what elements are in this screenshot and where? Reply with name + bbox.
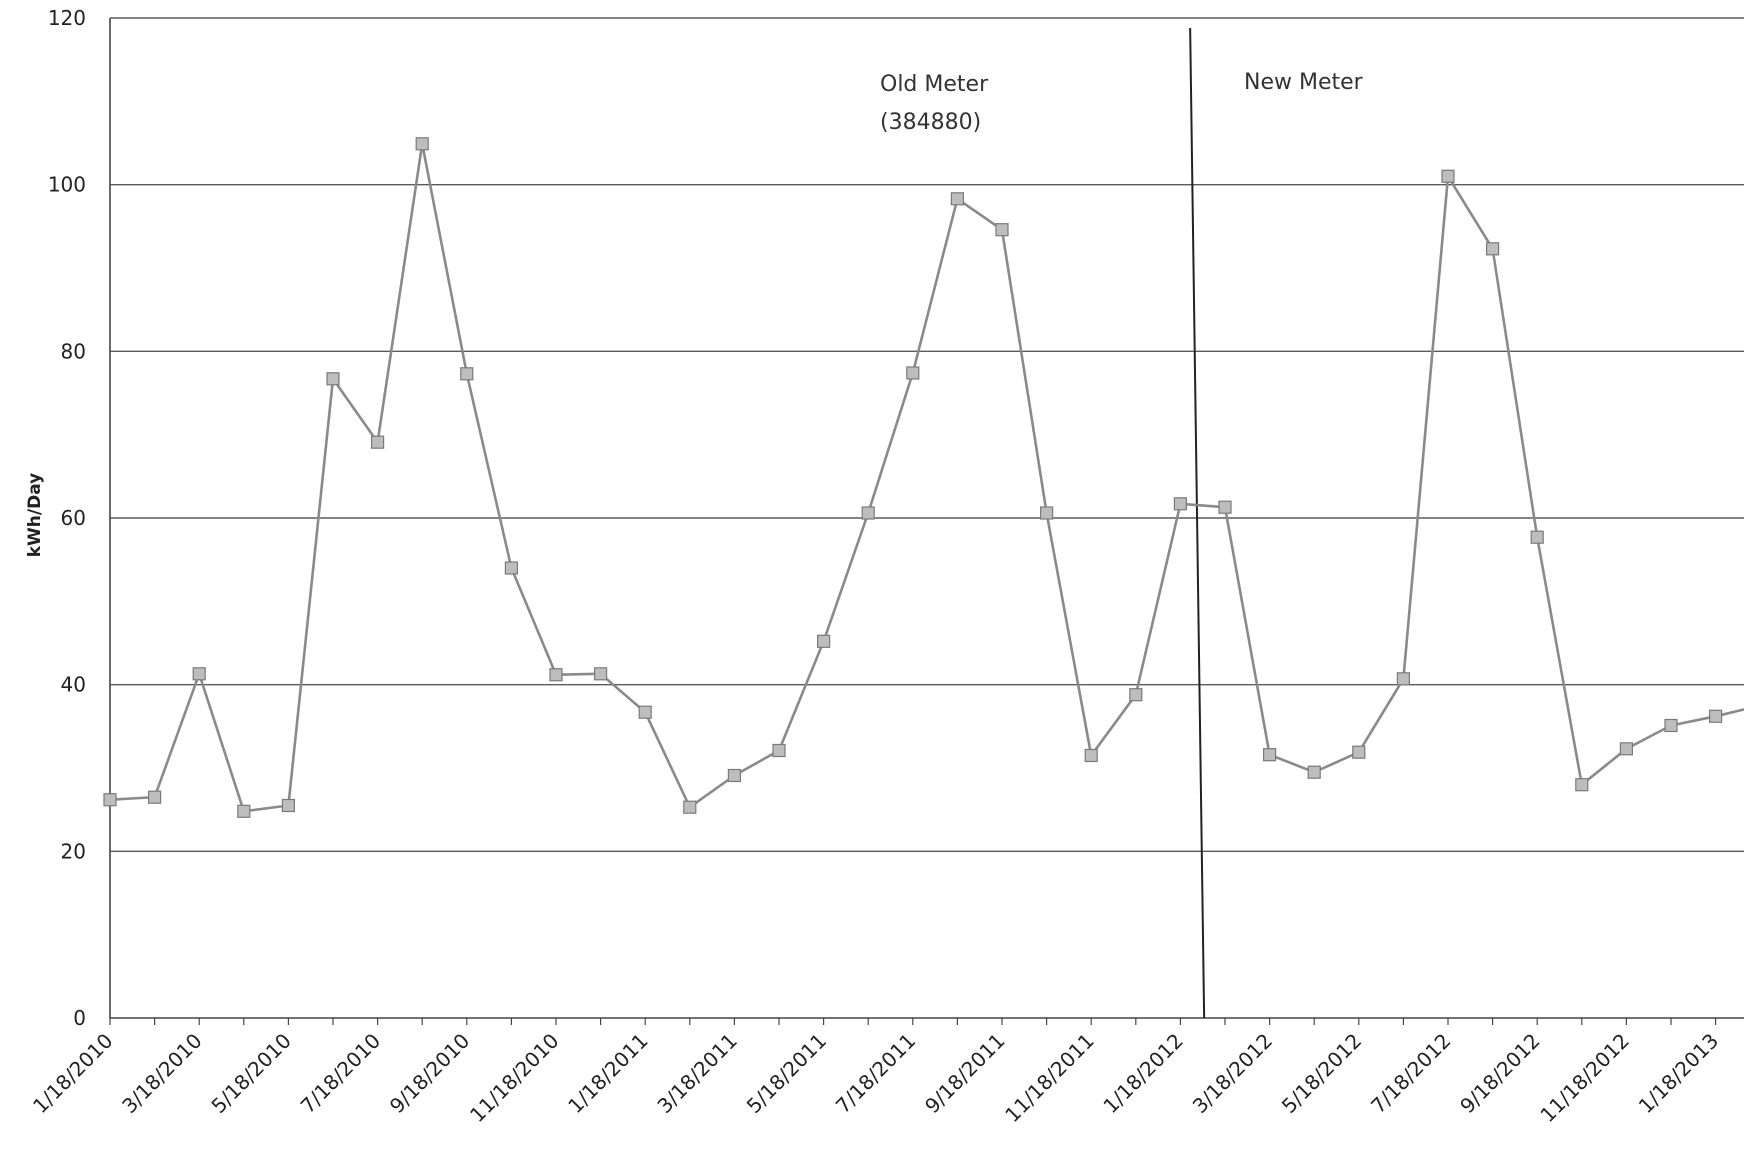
data-point-marker [906, 366, 920, 380]
data-point-marker [1352, 745, 1366, 759]
data-point-marker [816, 634, 831, 648]
data-point-marker [1708, 709, 1723, 723]
data-point-marker [371, 435, 385, 449]
y-axis-label: kWh/Day [25, 473, 45, 558]
data-point-marker [1262, 748, 1277, 762]
data-point-marker [549, 668, 563, 682]
y-tick-label: 20 [61, 839, 86, 863]
x-tick-label: 11/18/2011 [1000, 1029, 1098, 1127]
annotation-0: Old Meter (384880) [880, 72, 989, 135]
data-point-marker [1173, 497, 1188, 511]
meter-divider [1189, 27, 1206, 1019]
data-point-marker [950, 192, 965, 206]
data-point-marker [1441, 169, 1455, 183]
axes [109, 18, 1744, 1019]
x-tick-label: 5/18/2012 [1277, 1029, 1366, 1118]
data-point-marker [103, 793, 117, 807]
data-point-marker [148, 790, 162, 804]
series-line [109, 142, 1744, 813]
data-point-marker [683, 800, 697, 814]
x-tick-label: 11/18/2010 [465, 1029, 563, 1127]
series-group [103, 137, 1744, 818]
annotation-line: (384880) [880, 110, 981, 135]
old-new-meter-divider-line [1189, 27, 1206, 1019]
y-tick-label: 100 [48, 173, 86, 197]
data-point-marker [995, 223, 1009, 237]
annotations: Old Meter (384880) New Meter [880, 70, 1364, 135]
data-point-marker [415, 137, 429, 151]
annotation-line: New Meter [1244, 70, 1364, 95]
data-point-marker [1218, 500, 1232, 514]
x-tick-label: 7/18/2010 [296, 1029, 385, 1118]
data-point-marker [1575, 778, 1589, 792]
x-tick-label: 3/18/2012 [1188, 1029, 1277, 1118]
x-tick-label: 3/18/2010 [117, 1029, 206, 1118]
x-tick-label: 1/18/2010 [28, 1029, 117, 1118]
x-tick-label: 9/18/2012 [1455, 1029, 1544, 1118]
x-tick-label: 1/18/2013 [1634, 1029, 1723, 1118]
data-point-marker [1396, 672, 1411, 686]
y-tick-label: 60 [61, 506, 86, 530]
data-point-marker [727, 768, 742, 783]
data-point-marker [1664, 718, 1678, 733]
x-tick-label: 7/18/2011 [831, 1029, 920, 1118]
x-tick-label: 1/18/2012 [1098, 1029, 1187, 1118]
x-tick-label: 11/18/2012 [1535, 1029, 1633, 1127]
x-tick-label: 5/18/2011 [742, 1029, 831, 1118]
data-point-marker [1485, 242, 1500, 256]
data-point-marker [504, 561, 518, 575]
data-point-marker [326, 372, 340, 386]
y-tick-label: 40 [61, 673, 86, 697]
y-tick-label: 120 [48, 6, 86, 30]
x-tick-label: 7/18/2012 [1366, 1029, 1455, 1118]
data-point-marker [1307, 765, 1321, 779]
data-point-marker [593, 667, 608, 681]
y-tick-labels: 0 20 40 60 80 100 120 [48, 6, 86, 1030]
data-point-marker [1039, 506, 1054, 520]
data-point-marker [192, 667, 206, 681]
annotation-1: New Meter [1244, 70, 1364, 95]
y-tick-label: 0 [73, 1006, 86, 1030]
x-tick-label: 9/18/2011 [920, 1029, 1009, 1118]
data-point-marker [861, 506, 875, 520]
data-point-marker [1129, 688, 1143, 702]
horizontal-gridlines [110, 17, 1744, 853]
data-point-marker [1619, 742, 1634, 756]
data-point-marker [772, 743, 786, 758]
x-tick-label: 3/18/2011 [652, 1029, 741, 1118]
data-point-marker [281, 798, 295, 813]
data-point-marker [237, 804, 251, 818]
data-point-marker [460, 367, 474, 381]
data-point-marker [1530, 530, 1544, 544]
y-tick-label: 80 [61, 339, 86, 363]
data-point-marker [638, 705, 652, 719]
x-tick-label: 9/18/2010 [385, 1029, 474, 1118]
data-point-marker [1084, 748, 1098, 763]
x-tick-label: 5/18/2010 [206, 1029, 295, 1118]
annotation-line: Old Meter [880, 72, 989, 97]
x-tick-label: 1/18/2011 [563, 1029, 652, 1118]
x-tick-labels: 1/18/2010 3/18/2010 5/18/2010 7/18/2010 9/18… [28, 1018, 1723, 1127]
